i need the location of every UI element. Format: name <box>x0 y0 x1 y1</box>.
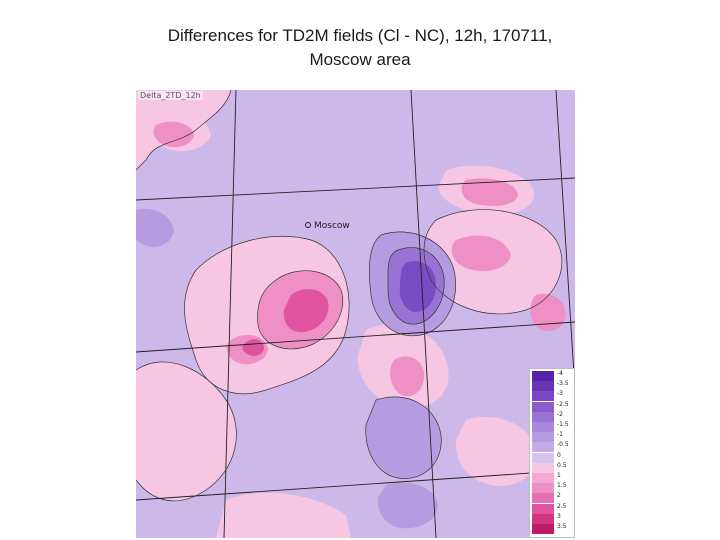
legend-label: 1 <box>557 472 561 479</box>
strong-negative-core <box>399 261 436 312</box>
moderate-positive-nw <box>153 121 194 148</box>
moderate-positive-southeast <box>530 293 566 332</box>
city-label: Moscow <box>314 221 350 231</box>
moderate-positive-east <box>461 178 518 206</box>
positive-region-southeast <box>455 416 537 486</box>
legend-label: -2 <box>557 410 563 418</box>
legend-label: 3.5 <box>557 523 567 530</box>
parallel-line <box>136 321 575 353</box>
contour-line <box>136 361 237 502</box>
color-legend: -4 -3.5 -3 -2.5 -2 -1.5 -1 -0.5 0 0.5 1 1.5 2 2.5 3 3.5 <box>529 368 575 538</box>
legend-item: -3.5 <box>532 380 572 392</box>
legend-label: 2 <box>557 492 561 500</box>
legend-label: -4 <box>557 370 563 377</box>
legend-swatch <box>532 462 554 473</box>
legend-label: -3.5 <box>557 380 569 388</box>
legend-swatch <box>532 432 554 443</box>
moderate-positive-south <box>390 356 425 397</box>
legend-item: 3.5 <box>532 523 572 534</box>
contour-line <box>136 90 232 171</box>
positive-region-bottom <box>216 492 351 538</box>
legend-item: -2 <box>532 410 572 422</box>
parallel-line <box>136 469 575 501</box>
legend-item: 3 <box>532 512 572 524</box>
legend-item: -0.5 <box>532 441 572 453</box>
legend-label: -2.5 <box>557 400 569 408</box>
meridian-line <box>410 90 437 538</box>
difference-map: Delta_2TD_12h Moscow -4 -3.5 -3 -2.5 -2 -1.5-… <box>136 90 575 538</box>
legend-swatch <box>532 483 554 494</box>
negative-region-far-south <box>377 482 438 529</box>
field-name-label: Delta_2TD_12h <box>138 91 203 100</box>
meridian-line <box>555 90 575 391</box>
contour-line <box>423 209 563 315</box>
strong-positive-core <box>283 289 329 333</box>
legend-label: 2.5 <box>557 502 567 510</box>
contour-line <box>257 270 344 350</box>
negative-region-northwest <box>136 208 174 247</box>
legend-item: 0.5 <box>532 461 572 473</box>
moderate-positive-east-2 <box>451 235 511 272</box>
meridian-line <box>223 90 237 538</box>
contour-line <box>387 247 445 325</box>
legend-label: 0.5 <box>557 461 567 469</box>
positive-region-southwest <box>136 361 237 501</box>
legend-label: 1.5 <box>557 482 567 490</box>
legend-swatch <box>532 493 554 504</box>
legend-swatch <box>532 422 554 432</box>
moscow-marker <box>305 222 311 228</box>
contour-line <box>184 235 350 394</box>
figure-title: Differences for TD2M fields (Cl - NC), 1… <box>0 24 720 72</box>
title-line-2: Moscow area <box>309 50 411 69</box>
legend-label: 0 <box>557 451 561 459</box>
legend-swatch <box>532 381 554 392</box>
legend-swatch <box>532 452 554 463</box>
legend-item: -2.5 <box>532 400 572 412</box>
legend-swatch <box>532 513 554 524</box>
legend-item: -4 <box>532 370 572 381</box>
legend-label: -1.5 <box>557 421 569 428</box>
negative-region-south <box>365 396 442 479</box>
legend-swatch <box>532 524 554 534</box>
legend-item: 2 <box>532 492 572 504</box>
legend-item: -3 <box>532 390 572 402</box>
legend-swatch <box>532 371 554 381</box>
legend-label: 3 <box>557 512 561 520</box>
legend-item: 1.5 <box>532 482 572 494</box>
legend-item: -1 <box>532 431 572 443</box>
legend-item: 0 <box>532 451 572 463</box>
legend-swatch <box>532 411 554 422</box>
legend-swatch <box>532 401 554 412</box>
legend-swatch <box>532 473 554 483</box>
map-field-layer <box>136 90 575 538</box>
graticule <box>136 90 575 538</box>
legend-label: -1 <box>557 431 563 439</box>
contour-line <box>365 396 442 479</box>
legend-item: 1 <box>532 472 572 483</box>
legend-item: -1.5 <box>532 421 572 432</box>
legend-label: -0.5 <box>557 441 569 449</box>
legend-item: 2.5 <box>532 502 572 514</box>
title-line-1: Differences for TD2M fields (Cl - NC), 1… <box>167 26 553 45</box>
parallel-line <box>136 177 575 201</box>
legend-swatch <box>532 442 554 453</box>
legend-swatch <box>532 391 554 402</box>
legend-label: -3 <box>557 390 563 398</box>
legend-swatch <box>532 503 554 514</box>
